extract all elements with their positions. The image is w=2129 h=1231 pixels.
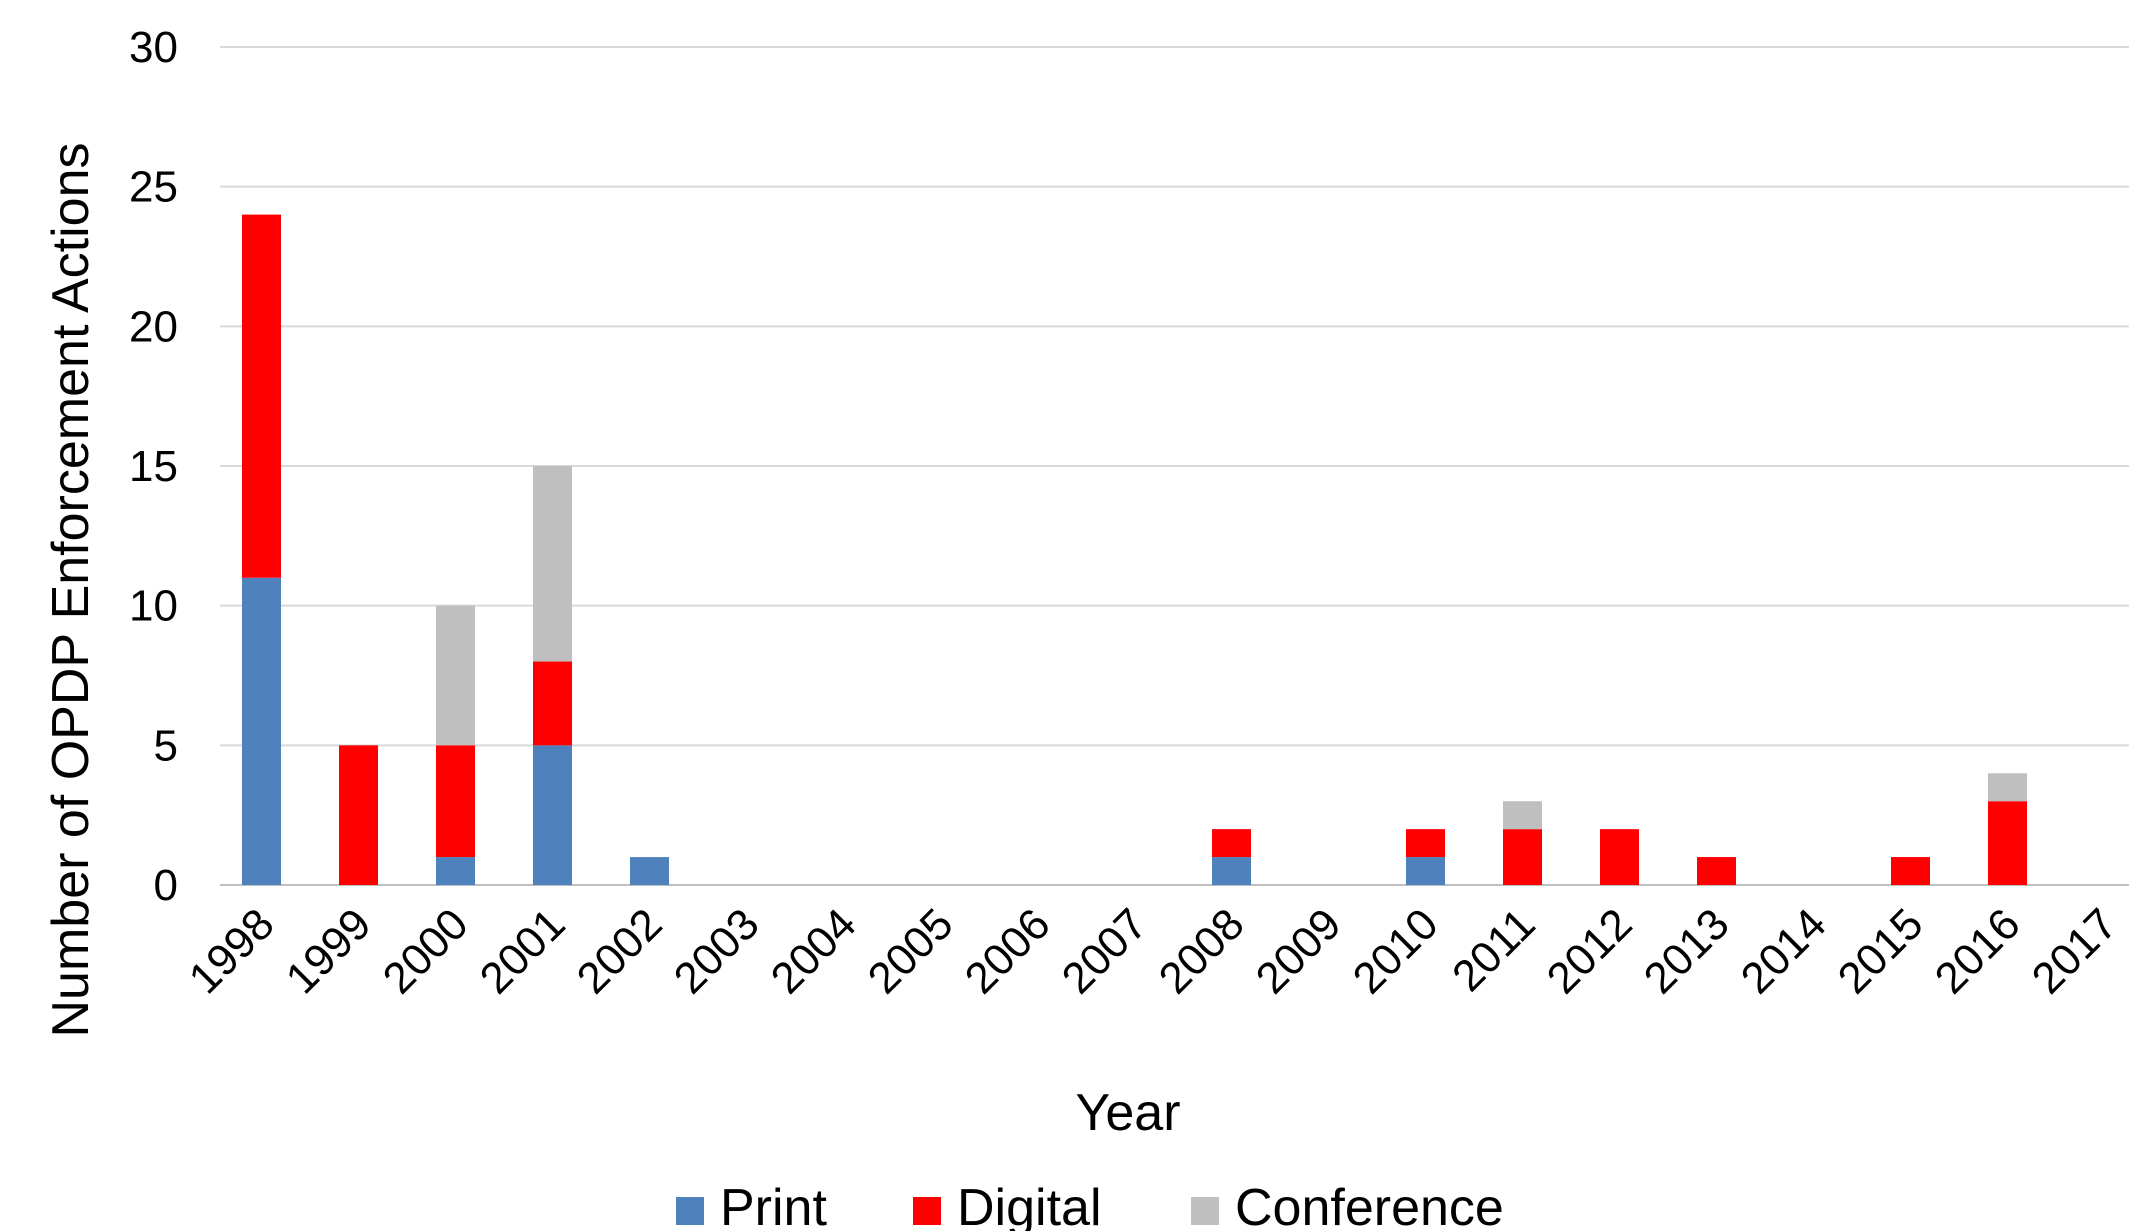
y-axis-title: Number of OPDP Enforcement Actions: [42, 143, 100, 1038]
legend-label-conference: Conference: [1235, 1179, 1504, 1231]
x-tick-label: 2000: [374, 899, 478, 1003]
bar-print-2000: [436, 857, 475, 885]
x-tick-label: 2012: [1538, 899, 1642, 1003]
x-tick-label: 2003: [665, 899, 769, 1003]
bar-digital-2013: [1697, 857, 1736, 885]
x-tick-label: 1999: [277, 899, 381, 1003]
x-tick-label: 2002: [568, 899, 672, 1003]
bar-digital-2000: [436, 745, 475, 858]
y-tick-label: 15: [129, 442, 178, 491]
x-tick-label: 2017: [2023, 899, 2127, 1003]
y-tick-label: 5: [154, 721, 178, 770]
x-tick-label: 2013: [1635, 899, 1739, 1003]
x-tick-label: 2006: [956, 899, 1060, 1003]
x-tick-label: 2004: [762, 899, 866, 1003]
y-tick-label: 0: [154, 861, 178, 910]
y-tick-label: 25: [129, 163, 178, 212]
legend-swatch-print: [676, 1197, 704, 1225]
x-tick-label: 2011: [1443, 899, 1545, 1001]
bar-print-2008: [1212, 857, 1251, 885]
legend-swatch-digital: [913, 1197, 941, 1225]
y-tick-label: 20: [129, 302, 178, 351]
bar-print-2002: [630, 857, 669, 885]
x-tick-label: 2016: [1926, 899, 2030, 1003]
x-tick-label: 2014: [1732, 899, 1836, 1003]
legend-label-print: Print: [720, 1179, 827, 1231]
bar-digital-2016: [1988, 801, 2027, 885]
legend: Print Digital Conference: [676, 1179, 1504, 1231]
bar-conference-2000: [436, 605, 475, 746]
x-tick-label: 2001: [471, 899, 575, 1003]
bar-print-2001: [533, 745, 572, 885]
bar-digital-2012: [1600, 829, 1639, 885]
x-tick-label: 1998: [180, 899, 284, 1003]
gridlines: [220, 46, 2129, 886]
y-axis-ticks: 0 5 10 15 20 25 30: [129, 23, 178, 910]
bar-digital-2011: [1503, 829, 1542, 885]
bar-conference-2016: [1988, 773, 2027, 802]
x-tick-label: 2005: [859, 899, 963, 1003]
bar-digital-2001: [533, 661, 572, 746]
bar-digital-2010: [1406, 829, 1445, 858]
bar-conference-2011: [1503, 801, 1542, 830]
bar-print-2010: [1406, 857, 1445, 885]
x-tick-label: 2015: [1829, 899, 1933, 1003]
bar-print-1998: [242, 577, 281, 885]
bar-digital-1998: [242, 214, 281, 578]
legend-label-digital: Digital: [957, 1179, 1102, 1231]
bar-conference-2001: [533, 466, 572, 662]
y-tick-label: 10: [129, 582, 178, 631]
x-tick-label: 2008: [1150, 899, 1254, 1003]
x-axis-title: Year: [1075, 1084, 1180, 1142]
bar-digital-2008: [1212, 829, 1251, 858]
bars: [242, 214, 2027, 885]
x-tick-label: 2007: [1053, 899, 1157, 1003]
legend-swatch-conference: [1191, 1197, 1219, 1225]
x-tick-label: 2009: [1247, 899, 1351, 1003]
x-tick-label: 2010: [1344, 899, 1448, 1003]
bar-digital-2015: [1891, 857, 1930, 885]
y-tick-label: 30: [129, 23, 178, 72]
bar-digital-1999: [339, 745, 378, 885]
x-axis-ticks: 1998199920002001200220032004200520062007…: [180, 899, 2127, 1003]
